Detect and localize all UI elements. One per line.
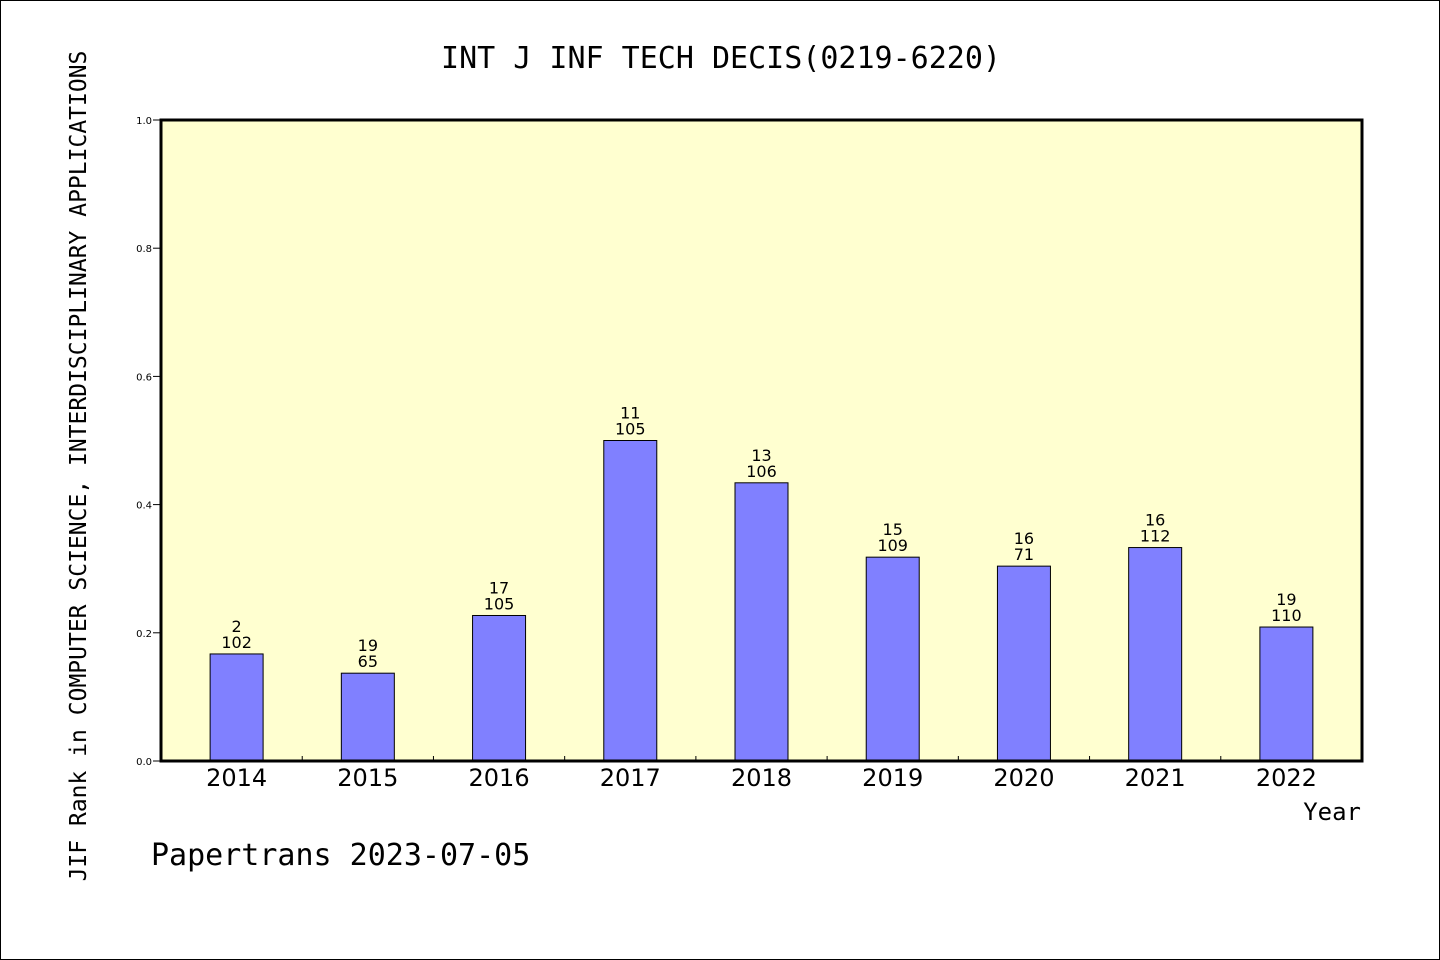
y-tick-label: 0.6 [136, 372, 152, 383]
y-axis-label: JIF Rank in COMPUTER SCIENCE, INTERDISCI… [66, 51, 92, 882]
bar [865, 556, 920, 762]
chart-title: INT J INF TECH DECIS(0219-6220) [441, 41, 1001, 76]
bar [734, 482, 789, 762]
bar-rank-label: 2 [232, 617, 242, 636]
bar-rank-label: 19 [1276, 590, 1296, 609]
bar-rank-label: 17 [489, 578, 509, 597]
bar-total-label: 71 [1014, 545, 1034, 564]
x-tick-label: 2014 [206, 764, 267, 792]
x-axis-label: Year [1303, 798, 1361, 826]
x-tick-label: 2017 [600, 764, 661, 792]
x-ticks-group: 2014 2015 2016 2017 2018 2019 2020 2021 2022 [206, 756, 1317, 792]
bar-total-label: 112 [1140, 527, 1171, 546]
bar-total-label: 110 [1271, 606, 1302, 625]
y-tick-label: 0.4 [136, 501, 152, 512]
x-tick-label: 2016 [469, 764, 530, 792]
bar [340, 672, 395, 762]
bar-rank-label: 16 [1014, 529, 1034, 548]
x-tick-label: 2022 [1256, 764, 1317, 792]
bar [603, 440, 658, 762]
bar [1259, 626, 1314, 762]
y-tick-label: 0.2 [136, 629, 152, 640]
bar-total-label: 105 [615, 420, 646, 439]
bar-rank-label: 16 [1145, 511, 1165, 530]
x-tick-label: 2019 [862, 764, 923, 792]
bar-rank-label: 13 [751, 446, 771, 465]
y-tick-label: 0.8 [136, 244, 152, 255]
x-tick-label: 2015 [337, 764, 398, 792]
bar-total-label: 105 [484, 594, 515, 613]
y-tick-label: 0.0 [136, 757, 152, 768]
bar [1128, 547, 1183, 762]
bar-total-label: 109 [877, 536, 908, 555]
bar-total-label: 106 [746, 462, 777, 481]
bar-total-label: 102 [221, 633, 252, 652]
x-tick-label: 2020 [993, 764, 1054, 792]
x-tick-label: 2021 [1125, 764, 1186, 792]
bar [209, 653, 264, 762]
bar [996, 565, 1051, 762]
y-ticks-group: 0.0 0.2 0.4 0.6 0.8 1.0 [136, 116, 161, 768]
bar-rank-label: 19 [358, 636, 378, 655]
bar-rank-label: 11 [620, 404, 640, 423]
footer-credit: Papertrans 2023-07-05 [151, 838, 530, 873]
bar [472, 614, 527, 762]
y-tick-label: 1.0 [136, 116, 152, 127]
bar-total-label: 65 [358, 652, 378, 671]
bar-rank-label: 15 [883, 520, 903, 539]
x-tick-label: 2018 [731, 764, 792, 792]
plot-frame [159, 118, 1364, 763]
